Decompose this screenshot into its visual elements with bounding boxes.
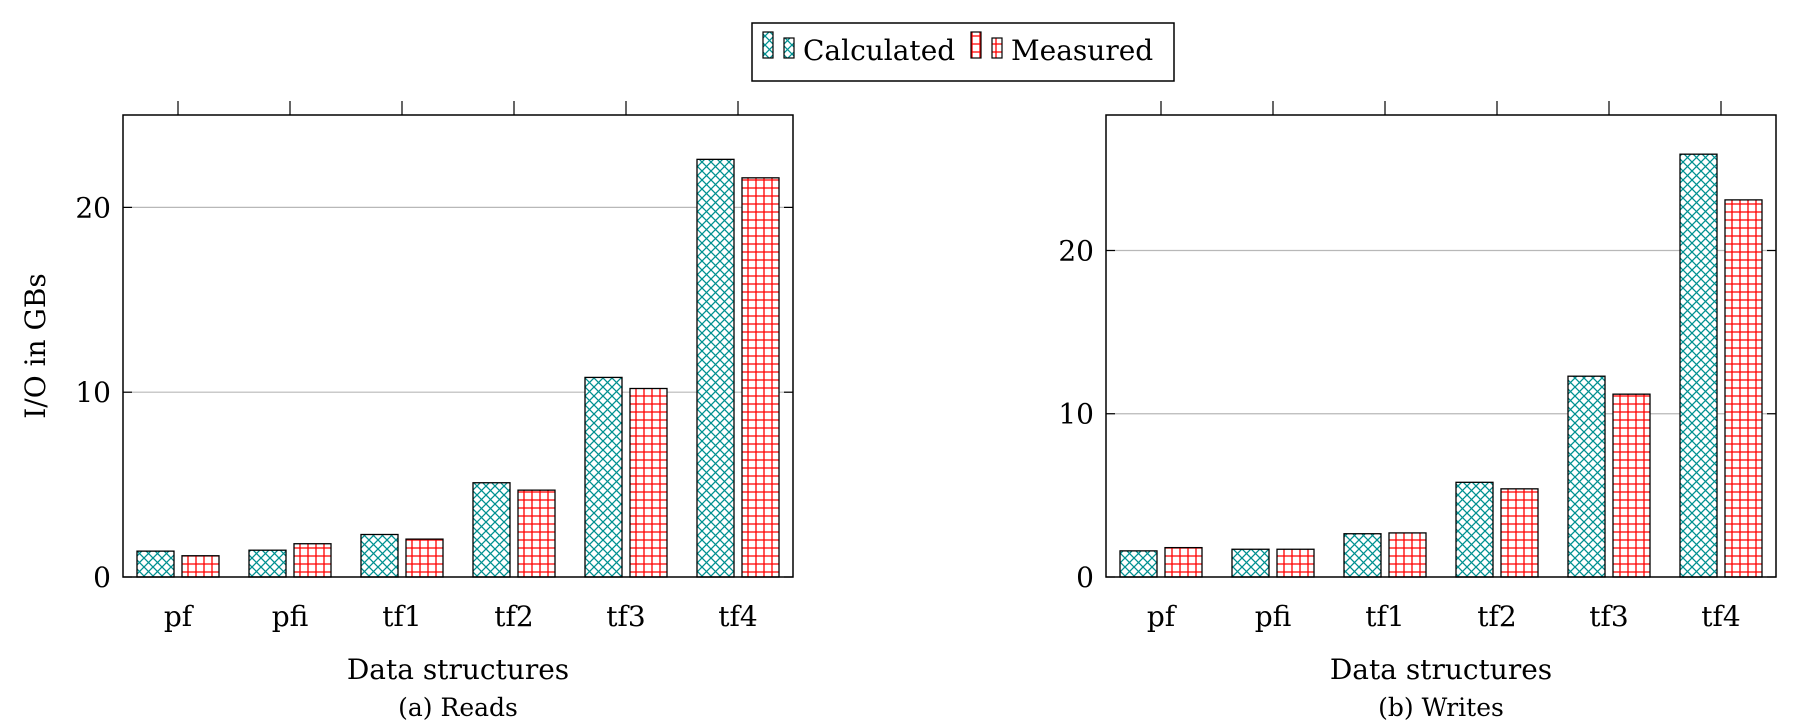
reads-xtick-label-tf4: tf4 xyxy=(718,600,757,633)
legend-label-measured: Measured xyxy=(1011,34,1153,67)
writes-bar-measured-pf xyxy=(1164,546,1203,578)
writes-bar-measured-tf2 xyxy=(1500,488,1539,578)
reads-chart: 0 10 20 pf pfi tf1 tf2 tf3 tf4 I/O in GBs Data s… xyxy=(19,101,794,722)
reads-bar-calculated-tf2 xyxy=(472,482,511,578)
writes-ticks: 0 10 20 pf pfi tf1 tf2 tf3 tf4 xyxy=(1058,101,1776,633)
writes-xtick-label-tf1: tf1 xyxy=(1365,600,1404,633)
writes-ytick-label: 20 xyxy=(1058,234,1094,267)
writes-xtick-label-tf3: tf3 xyxy=(1589,600,1628,633)
writes-xtick-label-pfi: pfi xyxy=(1255,600,1292,633)
reads-xtick-label-pfi: pfi xyxy=(272,600,309,633)
writes-bar-calculated-pf xyxy=(1119,550,1158,578)
writes-ytick-label: 10 xyxy=(1058,398,1094,431)
reads-bar-measured-pfi xyxy=(293,543,332,578)
reads-xlabel: Data structures xyxy=(347,653,569,686)
legend-label-calculated: Calculated xyxy=(803,34,955,67)
reads-ytick-label: 10 xyxy=(75,376,111,409)
legend-swatch-calculated-2 xyxy=(783,37,795,59)
reads-bar-calculated-tf3 xyxy=(584,376,623,578)
reads-xtick-label-tf1: tf1 xyxy=(382,600,421,633)
reads-bar-measured-tf3 xyxy=(629,387,668,578)
writes-chart: 0 10 20 pf pfi tf1 tf2 tf3 tf4 Data structures (… xyxy=(1058,101,1777,722)
writes-bar-calculated-tf2 xyxy=(1455,481,1494,578)
writes-ytick-label: 0 xyxy=(1076,561,1094,594)
writes-xtick-label-pf: pf xyxy=(1147,600,1178,633)
reads-bar-measured-pf xyxy=(181,555,220,578)
legend-swatch-measured-2 xyxy=(991,37,1003,59)
reads-grid xyxy=(123,206,793,393)
writes-plot-frame xyxy=(1105,114,1777,578)
reads-caption: (a) Reads xyxy=(398,693,518,722)
legend-item-measured: Measured xyxy=(970,31,1153,67)
writes-bar-measured-pfi xyxy=(1276,548,1315,578)
writes-bar-calculated-tf3 xyxy=(1567,375,1606,578)
reads-bar-measured-tf2 xyxy=(517,489,556,578)
legend-box xyxy=(751,22,1175,82)
legend-swatch-calculated-1 xyxy=(762,31,774,59)
writes-caption: (b) Writes xyxy=(1378,693,1504,722)
writes-bar-measured-tf3 xyxy=(1612,393,1651,578)
reads-plot-frame xyxy=(122,114,794,578)
legend-item-calculated: Calculated xyxy=(762,31,955,67)
reads-bar-measured-tf4 xyxy=(741,177,780,578)
writes-xlabel: Data structures xyxy=(1330,653,1552,686)
reads-bar-calculated-tf4 xyxy=(696,158,735,578)
writes-bar-calculated-tf1 xyxy=(1343,533,1382,578)
writes-xtick-label-tf2: tf2 xyxy=(1477,600,1516,633)
reads-ylabel: I/O in GBs xyxy=(19,273,52,419)
reads-bar-calculated-pfi xyxy=(248,549,287,578)
reads-ytick-label: 20 xyxy=(75,191,111,224)
reads-xtick-label-tf3: tf3 xyxy=(606,600,645,633)
reads-ytick-label: 0 xyxy=(93,561,111,594)
reads-bar-measured-tf1 xyxy=(405,538,444,578)
writes-bars xyxy=(1119,153,1763,578)
writes-xtick-label-tf4: tf4 xyxy=(1701,600,1740,633)
writes-bar-calculated-tf4 xyxy=(1679,153,1718,578)
writes-bar-measured-tf4 xyxy=(1724,199,1763,578)
writes-bar-calculated-pfi xyxy=(1231,548,1270,578)
reads-bar-calculated-tf1 xyxy=(360,533,399,578)
legend-swatch-measured-1 xyxy=(970,31,982,59)
writes-bar-measured-tf1 xyxy=(1388,532,1427,578)
reads-bars xyxy=(136,158,780,578)
reads-ticks: 0 10 20 pf pfi tf1 tf2 tf3 tf4 xyxy=(75,101,793,633)
reads-bar-calculated-pf xyxy=(136,550,175,578)
reads-xtick-label-pf: pf xyxy=(164,600,195,633)
writes-grid xyxy=(1106,249,1776,415)
reads-xtick-label-tf2: tf2 xyxy=(494,600,533,633)
legend: Calculated Measured xyxy=(751,22,1175,82)
